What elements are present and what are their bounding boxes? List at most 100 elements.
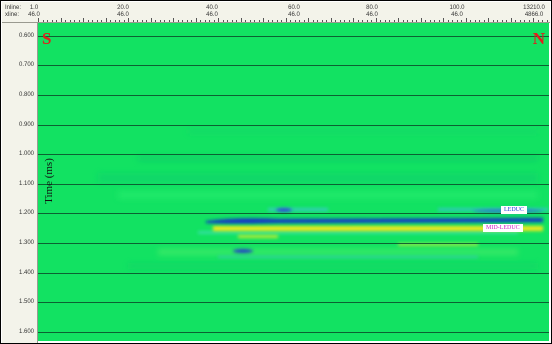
header-minor-tick — [74, 20, 75, 22]
header-minor-tick — [60, 18, 62, 22]
time-tick-label: 0.600 — [18, 33, 34, 39]
header-minor-tick — [38, 18, 39, 22]
time-gridline — [38, 332, 549, 333]
header-tick-top: 1.0 — [29, 5, 39, 11]
header-tick-top: 13210.0 — [523, 5, 545, 11]
header-minor-tick — [276, 20, 278, 22]
time-axis: 0.600 0.700 0.800 0.900 1.000 1.100 1.20… — [2, 23, 38, 343]
header-minor-tick — [164, 20, 165, 22]
header-minor-tick — [105, 18, 107, 22]
north-marker: N — [532, 29, 545, 48]
header-minor-tick — [272, 20, 273, 22]
header-minor-tick — [474, 20, 476, 22]
header-minor-tick — [326, 20, 327, 22]
header-minor-tick — [101, 20, 102, 22]
header-minor-tick — [150, 18, 152, 22]
header-minor-tick — [56, 20, 57, 22]
time-gridline — [38, 36, 549, 37]
header-minor-tick — [204, 20, 206, 22]
header-minor-tick — [384, 20, 386, 22]
header-minor-tick — [227, 20, 228, 22]
header-minor-tick — [294, 20, 296, 22]
xline-label: xline: — [5, 12, 20, 18]
time-gridline — [38, 154, 549, 155]
header-minor-tick — [335, 20, 336, 22]
time-gridline — [38, 125, 549, 126]
header-tick-bottom: 46.0 — [206, 12, 218, 18]
header-minor-tick — [497, 20, 498, 22]
header-minor-tick — [231, 20, 233, 22]
header-minor-tick — [254, 20, 255, 22]
header-minor-tick — [321, 20, 323, 22]
header-minor-tick — [267, 20, 269, 22]
header-minor-tick — [492, 20, 494, 22]
header-minor-tick — [438, 20, 440, 22]
header-minor-tick — [308, 18, 309, 22]
header-minor-tick — [357, 20, 359, 22]
header-minor-tick — [317, 20, 318, 22]
header-minor-tick — [479, 20, 480, 22]
header-minor-tick — [200, 20, 201, 22]
time-tick-label: 1.200 — [18, 210, 34, 216]
header-tick-top: 20.0 — [117, 5, 129, 11]
header-minor-tick — [155, 20, 156, 22]
header-minor-tick — [362, 20, 363, 22]
header-minor-tick — [47, 20, 48, 22]
header-tick-top: 60.0 — [288, 5, 300, 11]
time-gridline — [38, 302, 549, 303]
header-minor-tick — [398, 18, 399, 22]
header-minor-tick — [191, 20, 192, 22]
header-minor-tick — [281, 20, 282, 22]
header-minor-tick — [339, 20, 341, 22]
header-minor-tick — [519, 20, 521, 22]
header-tick-top: 80.0 — [366, 5, 378, 11]
header-minor-tick — [465, 18, 467, 22]
header-minor-tick — [249, 20, 251, 22]
time-tick-label: 1.300 — [18, 240, 34, 246]
header-minor-tick — [420, 18, 422, 22]
header-tick-top: 100.0 — [449, 5, 465, 11]
header-minor-tick — [344, 20, 345, 22]
header-minor-tick — [222, 20, 224, 22]
header-minor-tick — [542, 20, 543, 22]
header-minor-tick — [429, 20, 431, 22]
header-tick-bottom: 46.0 — [451, 12, 463, 18]
header-minor-tick — [173, 18, 174, 22]
header-minor-tick — [123, 20, 125, 22]
header-minor-tick — [447, 20, 449, 22]
header-minor-tick — [330, 18, 332, 22]
header-tick-bottom: 46.0 — [117, 12, 129, 18]
header-minor-tick — [290, 20, 291, 22]
seismic-amplitude-plot[interactable]: S N LEDUC MID-LEDUC — [38, 23, 549, 341]
header-minor-tick — [96, 20, 98, 22]
header-minor-tick — [416, 20, 417, 22]
header-minor-tick — [366, 20, 368, 22]
header-minor-tick — [353, 18, 354, 22]
header-minor-tick — [285, 18, 287, 22]
header-tick-bottom: 46.0 — [28, 12, 40, 18]
time-gridline — [38, 95, 549, 96]
header-minor-tick — [452, 20, 453, 22]
header-minor-tick — [258, 20, 260, 22]
time-gridline — [38, 184, 549, 185]
header-minor-tick — [159, 20, 161, 22]
seismic-amplitude-image — [98, 129, 548, 269]
header-minor-tick — [425, 20, 426, 22]
header-minor-tick — [110, 20, 111, 22]
horizon-label-mid-leduc[interactable]: MID-LEDUC — [483, 224, 523, 232]
header-minor-tick — [132, 20, 134, 22]
time-tick-label: 1.500 — [18, 299, 34, 305]
header-minor-tick — [488, 18, 489, 22]
header-minor-tick — [65, 20, 66, 22]
header-minor-tick — [240, 18, 242, 22]
header-minor-tick — [119, 20, 120, 22]
header-tick-bottom: 46.0 — [366, 12, 378, 18]
header-minor-tick — [83, 18, 84, 22]
header-minor-tick — [213, 20, 215, 22]
horizon-label-leduc[interactable]: LEDUC — [501, 206, 527, 214]
header-minor-tick — [393, 20, 395, 22]
header-minor-tick — [510, 18, 512, 22]
header-minor-tick — [51, 20, 53, 22]
header-minor-tick — [245, 20, 246, 22]
header-minor-tick — [434, 20, 435, 22]
